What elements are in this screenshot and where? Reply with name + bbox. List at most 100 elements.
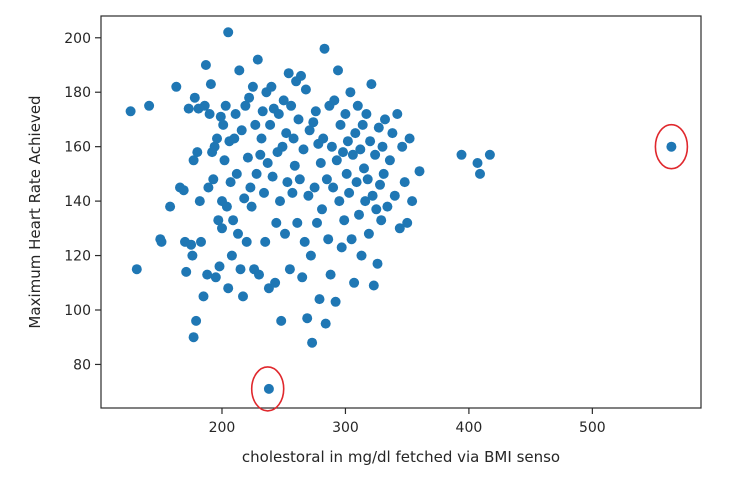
data-point bbox=[225, 177, 236, 188]
data-point bbox=[263, 383, 274, 394]
data-point bbox=[329, 95, 340, 106]
data-point bbox=[341, 168, 352, 179]
data-point bbox=[240, 100, 251, 111]
data-point bbox=[260, 236, 271, 247]
data-point bbox=[380, 114, 390, 125]
data-point bbox=[371, 204, 382, 215]
data-point bbox=[280, 228, 290, 239]
data-point bbox=[331, 155, 342, 166]
data-point bbox=[217, 223, 227, 234]
data-point bbox=[326, 141, 337, 152]
data-point bbox=[200, 60, 211, 70]
data-point bbox=[228, 215, 239, 226]
data-point bbox=[366, 79, 377, 90]
data-point bbox=[384, 155, 395, 166]
data-point bbox=[344, 187, 355, 198]
data-point bbox=[220, 100, 231, 111]
data-point bbox=[314, 294, 325, 305]
data-point bbox=[198, 291, 209, 302]
data-point bbox=[196, 236, 206, 247]
data-point bbox=[212, 133, 222, 144]
data-point bbox=[475, 168, 485, 179]
data-point bbox=[183, 103, 194, 114]
outlier-highlight-circle bbox=[250, 366, 285, 412]
data-point bbox=[370, 149, 381, 160]
data-point bbox=[308, 117, 319, 128]
data-point bbox=[204, 109, 215, 119]
y-tick-label: 180 bbox=[64, 85, 91, 101]
y-tick-label: 80 bbox=[73, 357, 91, 373]
outlier-highlight-circle bbox=[654, 123, 689, 170]
data-point bbox=[339, 215, 350, 226]
data-point bbox=[357, 119, 368, 130]
x-axis-label: cholestoral in mg/dl fetched via BMI sen… bbox=[242, 448, 560, 466]
data-point bbox=[354, 209, 364, 220]
data-point bbox=[265, 119, 276, 130]
data-point bbox=[278, 95, 289, 106]
data-point bbox=[302, 313, 313, 324]
data-point bbox=[394, 223, 405, 234]
data-point bbox=[271, 217, 282, 228]
data-point bbox=[223, 283, 234, 294]
data-point bbox=[414, 166, 425, 177]
data-point bbox=[397, 141, 408, 152]
points-layer bbox=[125, 27, 677, 394]
data-point bbox=[304, 125, 315, 136]
data-point bbox=[297, 272, 308, 283]
data-point bbox=[352, 100, 363, 111]
data-point bbox=[351, 177, 362, 188]
data-point bbox=[318, 133, 329, 144]
data-point bbox=[281, 128, 292, 139]
y-axis-label: Maximum Heart Rate Achieved bbox=[26, 95, 44, 328]
data-point bbox=[356, 250, 367, 261]
data-point bbox=[209, 141, 220, 152]
data-point bbox=[325, 269, 336, 280]
data-point bbox=[456, 149, 467, 160]
plot-area bbox=[100, 15, 702, 409]
data-point bbox=[340, 109, 351, 119]
data-point bbox=[189, 92, 200, 103]
data-point bbox=[229, 133, 240, 144]
data-point bbox=[219, 155, 230, 166]
data-point bbox=[296, 70, 306, 81]
data-point bbox=[317, 204, 327, 215]
data-point bbox=[330, 296, 341, 307]
data-point bbox=[367, 190, 378, 201]
data-point bbox=[283, 68, 294, 79]
data-point bbox=[178, 185, 189, 196]
data-point bbox=[402, 217, 413, 228]
data-point bbox=[223, 27, 234, 38]
data-point bbox=[382, 201, 393, 212]
data-point bbox=[214, 261, 225, 272]
data-point bbox=[333, 65, 343, 76]
data-point bbox=[266, 81, 277, 92]
y-tick-label: 160 bbox=[64, 140, 91, 156]
data-point bbox=[254, 269, 264, 280]
data-point bbox=[342, 136, 353, 147]
y-axis-ticks: 80 100 120 140 160 180 200 bbox=[64, 31, 101, 373]
data-point bbox=[267, 171, 278, 182]
data-point bbox=[277, 141, 288, 152]
data-point bbox=[404, 133, 415, 144]
data-point bbox=[362, 174, 373, 185]
data-point bbox=[284, 264, 295, 275]
x-axis-ticks: 200 300 400 500 bbox=[209, 408, 606, 436]
data-point bbox=[484, 149, 495, 160]
data-point bbox=[392, 109, 403, 119]
data-point bbox=[346, 234, 357, 245]
data-point bbox=[213, 215, 224, 226]
data-point bbox=[289, 160, 300, 171]
data-point bbox=[218, 119, 229, 130]
data-point bbox=[256, 133, 267, 144]
data-point bbox=[323, 234, 334, 245]
data-point bbox=[234, 65, 245, 76]
data-point bbox=[236, 125, 247, 136]
data-point bbox=[255, 149, 266, 160]
data-point bbox=[328, 182, 339, 193]
data-point bbox=[186, 239, 197, 250]
data-point bbox=[270, 277, 281, 288]
data-point bbox=[399, 177, 410, 188]
data-point bbox=[259, 187, 269, 198]
data-point bbox=[252, 54, 263, 65]
data-point bbox=[375, 179, 385, 190]
